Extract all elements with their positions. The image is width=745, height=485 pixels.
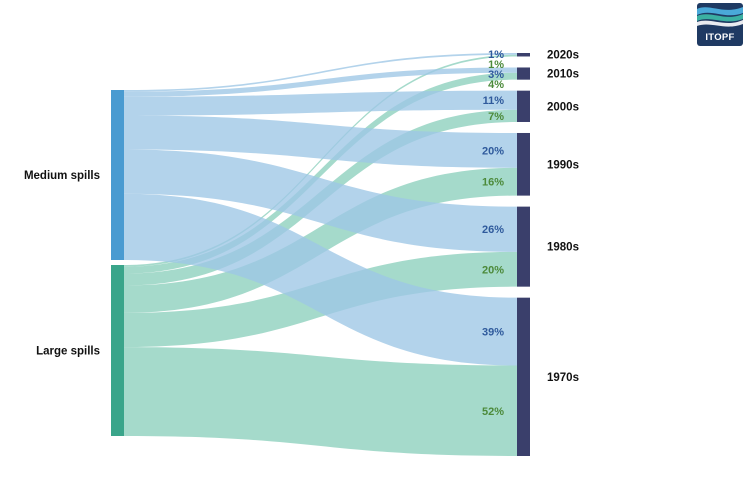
pct-large-1990s: 16% bbox=[482, 177, 504, 189]
node-medium-spills bbox=[111, 90, 124, 260]
node-1980s bbox=[517, 206, 530, 287]
node-2000s bbox=[517, 90, 530, 122]
node-1970s bbox=[517, 297, 530, 456]
flow-medium-2010s bbox=[124, 67, 517, 97]
pct-large-1970s: 52% bbox=[482, 406, 504, 418]
labels: Medium spills Large spills 2020s 2010s 2000s… bbox=[24, 49, 579, 418]
pct-medium-1990s: 20% bbox=[482, 145, 504, 157]
pct-large-1980s: 20% bbox=[482, 264, 504, 276]
flow-large-2020s bbox=[124, 54, 517, 267]
pct-large-2000s: 7% bbox=[488, 111, 504, 123]
pct-medium-2010s: 3% bbox=[488, 69, 504, 81]
flow-links bbox=[124, 53, 517, 456]
label-2020s: 2020s bbox=[547, 50, 579, 62]
label-1980s: 1980s bbox=[547, 242, 579, 254]
pct-medium-1970s: 39% bbox=[482, 327, 504, 339]
label-1990s: 1990s bbox=[547, 159, 579, 171]
label-large-spills: Large spills bbox=[36, 346, 100, 358]
nodes bbox=[111, 53, 530, 456]
pct-medium-2000s: 11% bbox=[483, 95, 505, 107]
node-large-spills bbox=[111, 265, 124, 436]
node-2020s bbox=[517, 53, 530, 57]
label-2010s: 2010s bbox=[547, 69, 579, 81]
pct-large-2020s: 1% bbox=[488, 59, 504, 71]
wave-icon bbox=[697, 3, 743, 46]
flow-medium-2020s bbox=[124, 53, 517, 92]
node-2010s bbox=[517, 67, 530, 80]
node-1990s bbox=[517, 132, 530, 196]
label-1970s: 1970s bbox=[547, 372, 579, 384]
pct-large-2010s: 4% bbox=[488, 79, 504, 91]
flow-medium-2000s bbox=[124, 90, 517, 116]
flow-large-1970s bbox=[124, 347, 517, 456]
pct-medium-2020s: 1% bbox=[488, 49, 504, 61]
label-medium-spills: Medium spills bbox=[24, 170, 100, 182]
itopf-logo: ITOPF bbox=[697, 3, 743, 46]
flow-medium-1970s bbox=[124, 193, 517, 366]
flow-medium-1990s bbox=[124, 115, 517, 168]
pct-medium-1980s: 26% bbox=[482, 224, 504, 236]
label-2000s: 2000s bbox=[547, 101, 579, 113]
flow-medium-1980s bbox=[124, 149, 517, 252]
flow-large-2010s bbox=[124, 72, 517, 274]
logo-text: ITOPF bbox=[705, 32, 735, 43]
